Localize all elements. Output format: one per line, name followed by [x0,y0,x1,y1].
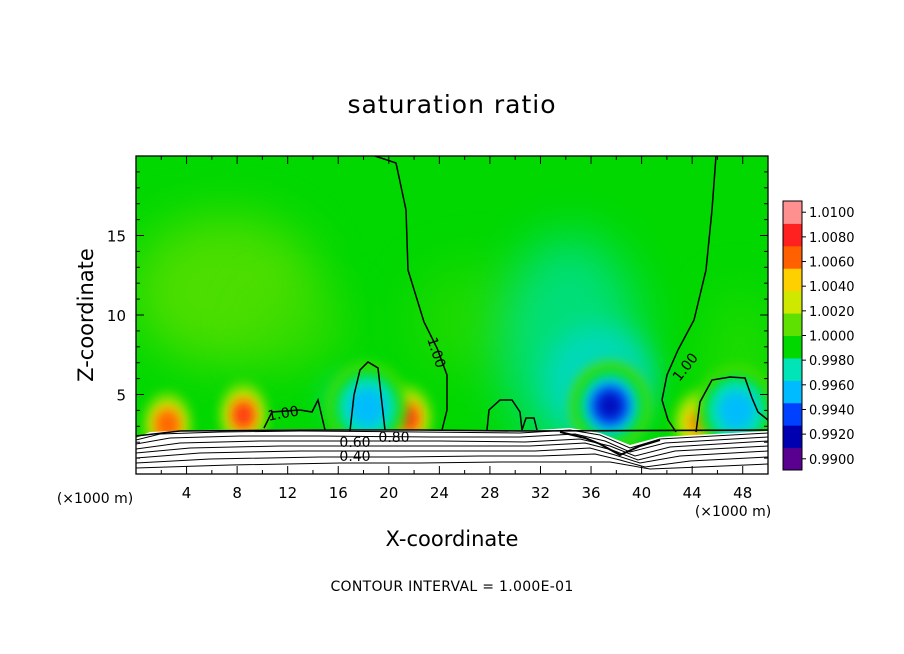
x-tick-label: 28 [480,484,499,502]
colorbar-swatch [783,290,802,314]
feature-band [354,393,381,421]
contour-label: 0.60 [339,435,370,451]
colorbar: 0.9900 0.9920 0.9940 0.9960 0.9980 1.0000 1.00… [782,200,855,471]
colorbar-label: 1.0020 [809,305,855,320]
colorbar-swatch [783,245,802,269]
colorbar-swatch [783,380,802,404]
colorbar-label: 1.0000 [809,330,855,345]
chart-title: saturation ratio [347,90,556,119]
contour-label: 1.00 [267,403,300,424]
feature-band [235,404,252,426]
colorbar-label: 0.9900 [809,453,855,468]
x-unit-right: (×1000 m) [695,504,771,520]
colorbar-label: 0.9960 [809,379,855,394]
colorbar-swatch [783,447,802,471]
colorbar-swatch [783,313,802,336]
y-tick-label: 10 [107,307,126,325]
x-tick-label: 20 [379,484,398,502]
x-tick-label: 4 [182,484,192,502]
ground-layer [136,428,768,474]
x-unit-left: (×1000 m) [57,491,133,507]
x-tick-label: 16 [329,484,348,502]
y-axis-title: Z-coordinate [74,248,98,382]
contour-lines [263,156,768,433]
colorbar-label: 1.0060 [809,256,855,271]
colorbar-label: 0.9920 [809,428,855,443]
x-tick-label: 12 [278,484,297,502]
feature-band [597,392,623,420]
colorbar-swatch [783,335,802,359]
contour-label: 0.40 [339,449,370,465]
feature-band [159,414,176,436]
contour-label: 0.80 [378,430,409,446]
x-tick-label: 48 [733,484,752,502]
plot-area: 1.00 1.00 1.00 0.80 0.60 0.40 [136,156,768,474]
contour-interval-note: CONTOUR INTERVAL = 1.000E-01 [330,579,573,595]
x-axis: 4 8 12 16 20 24 28 32 36 40 44 48 [160,156,752,502]
colorbar-swatch [783,357,802,381]
y-tick-label: 5 [116,387,126,405]
y-axis: 5 10 15 [107,171,768,459]
colorbar-swatch [783,268,802,292]
x-tick-label: 8 [232,484,242,502]
colorbar-swatch [783,223,802,247]
x-tick-label: 44 [683,484,702,502]
x-tick-label: 40 [632,484,651,502]
colorbar-label: 0.9980 [809,354,855,369]
x-tick-label: 32 [531,484,550,502]
y-tick-label: 15 [107,228,126,246]
x-axis-title: X-coordinate [386,527,519,551]
colorbar-swatch [783,425,802,449]
x-tick-label: 36 [581,484,600,502]
colorbar-label: 1.0040 [809,280,855,295]
colorbar-swatch [783,201,802,224]
colorbar-label: 1.0100 [809,206,855,221]
colorbar-label: 0.9940 [809,403,855,418]
colorbar-label: 1.0080 [809,231,855,246]
saturation-minimum [570,361,650,450]
colorbar-swatch [783,402,802,426]
feature-band [723,396,750,424]
x-tick-label: 24 [430,484,449,502]
